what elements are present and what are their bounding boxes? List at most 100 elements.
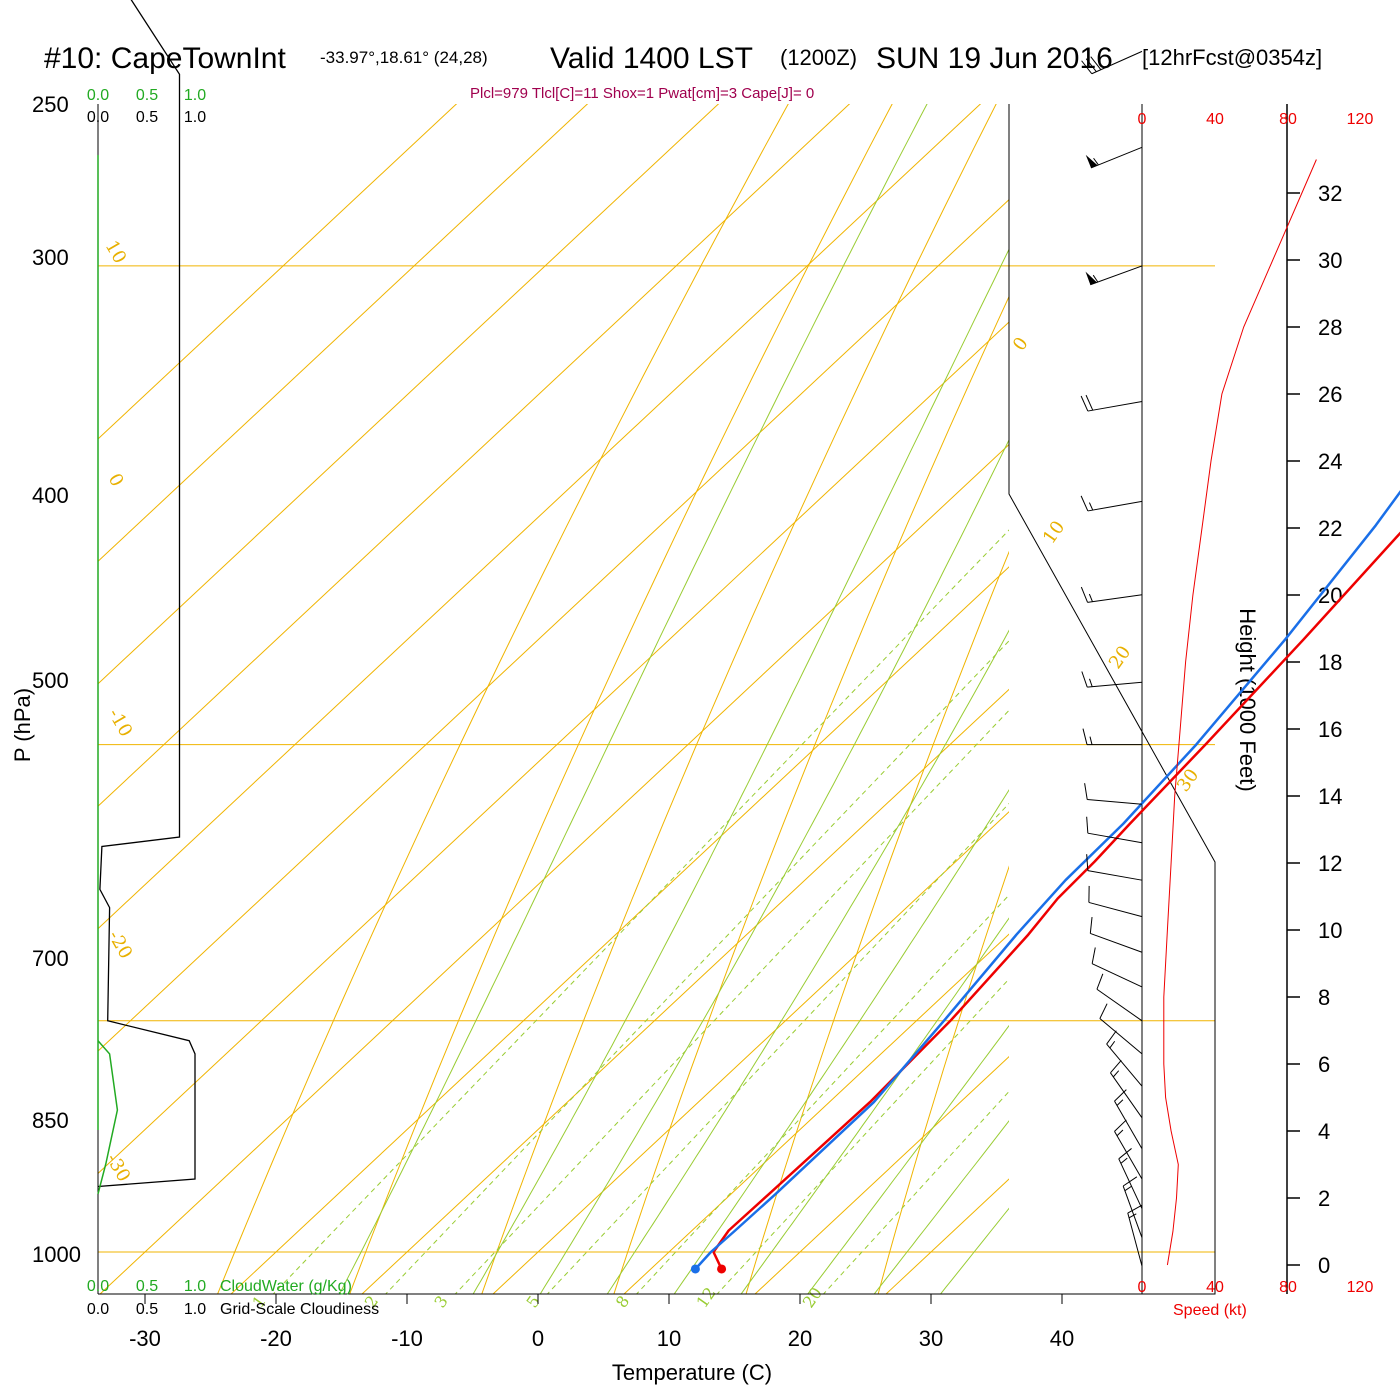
moist-adiabat bbox=[606, 629, 1009, 1294]
wind-barb-shaft bbox=[1091, 50, 1143, 75]
wind-barb bbox=[1086, 816, 1143, 844]
isotherm-line bbox=[98, 104, 458, 440]
isotherm-line bbox=[98, 321, 1009, 1175]
moist-adiabat bbox=[539, 438, 1009, 1294]
wind-speed-line bbox=[1163, 159, 1317, 1266]
isotherm-line bbox=[230, 566, 1009, 1294]
wind-barb-shaft bbox=[1087, 832, 1143, 844]
wind-barb-flag bbox=[1110, 1059, 1122, 1074]
height-tick: 4 bbox=[1318, 1119, 1330, 1144]
wind-barb-halfflag bbox=[1093, 157, 1099, 166]
x-axis-label: Temperature (C) bbox=[612, 1360, 772, 1385]
height-tick: 26 bbox=[1318, 382, 1342, 407]
dewpoint-line bbox=[694, 490, 1400, 1270]
pressure-tick: 700 bbox=[32, 946, 69, 971]
temperature-line bbox=[712, 531, 1400, 1270]
dry-adiabat bbox=[1134, 0, 1400, 1335]
y-axis-label: P (hPa) bbox=[10, 688, 35, 762]
isotherm-label: 30 bbox=[1173, 765, 1203, 796]
temperature-tick: 20 bbox=[788, 1326, 812, 1351]
temperature-tick: 40 bbox=[1050, 1326, 1074, 1351]
temperature-tick: -20 bbox=[260, 1326, 292, 1351]
wind-barb-shaft bbox=[1087, 401, 1143, 412]
wind-barb bbox=[1085, 146, 1143, 169]
mixing-ratio-label: 20 bbox=[799, 1284, 826, 1312]
stats-line: Plcl=979 Tlcl[C]=11 Shox=1 Pwat[cm]=3 Ca… bbox=[470, 85, 814, 102]
wind-barb-flag bbox=[1099, 1003, 1108, 1019]
wind-barb-flag bbox=[1081, 60, 1093, 75]
temperature-tick: 10 bbox=[657, 1326, 681, 1351]
speed-tick-bottom: 40 bbox=[1206, 1279, 1224, 1296]
temperature-tick-labels: -30 -20 -10 0 10 20 30 40 bbox=[129, 1294, 1074, 1351]
mixing-ratio-line bbox=[822, 1090, 1009, 1294]
wind-barb bbox=[1114, 1089, 1143, 1150]
height-tick: 0 bbox=[1318, 1253, 1330, 1278]
wind-barb-shaft bbox=[1090, 932, 1143, 953]
wind-barb bbox=[1085, 265, 1143, 286]
moist-adiabat bbox=[873, 1120, 1009, 1294]
cloudwater-tick-top: 0.0 bbox=[87, 87, 109, 104]
wind-barb bbox=[1110, 1059, 1143, 1119]
chart-title-valid: Valid 1400 LST bbox=[550, 42, 753, 75]
wind-barb bbox=[1106, 1030, 1143, 1087]
wind-barbs bbox=[1080, 50, 1143, 1267]
wind-barb-halfflag bbox=[1120, 1157, 1128, 1164]
isotherm-line bbox=[98, 104, 720, 685]
wind-barb-flag bbox=[1085, 58, 1097, 73]
chart-frame bbox=[98, 104, 1216, 1295]
dry-adiabat bbox=[481, 104, 997, 1294]
moist-adiabat bbox=[807, 1024, 1009, 1294]
wind-barb-shaft bbox=[1087, 870, 1143, 881]
wind-barb bbox=[1081, 671, 1143, 688]
wind-barb-shaft bbox=[1106, 1043, 1143, 1087]
wind-barb-shaft bbox=[1087, 594, 1143, 603]
wind-speed-profile bbox=[1163, 159, 1317, 1266]
temperature-tick: 0 bbox=[532, 1326, 544, 1351]
cloudiness-tick-bottom: 0.5 bbox=[136, 1301, 158, 1318]
speed-tick-top: 120 bbox=[1347, 111, 1374, 128]
wind-barb bbox=[1096, 973, 1143, 1022]
wind-barb-flag bbox=[1086, 854, 1089, 871]
pressure-tick: 1000 bbox=[32, 1242, 81, 1267]
wind-barb bbox=[1114, 1119, 1143, 1180]
cloudiness-line bbox=[97, 0, 196, 1188]
wind-barb-shaft bbox=[1118, 1158, 1143, 1209]
wind-barb bbox=[1081, 50, 1143, 75]
isotherm-label: 20 bbox=[1105, 642, 1135, 673]
speed-tick-top: 80 bbox=[1279, 111, 1297, 128]
isotherm-line bbox=[623, 933, 1009, 1294]
wind-barb-shaft bbox=[1090, 265, 1143, 286]
wind-barb bbox=[1084, 783, 1143, 805]
wind-barb-flag bbox=[1114, 1119, 1127, 1132]
mixing-ratio-line bbox=[716, 978, 1009, 1294]
wind-barb-shaft bbox=[1110, 1072, 1143, 1119]
wind-barb bbox=[1089, 916, 1143, 953]
dry-adiabat bbox=[217, 104, 789, 1294]
isotherm-line bbox=[98, 198, 1009, 1052]
wind-barb-pennant bbox=[1085, 154, 1098, 168]
sounding-series bbox=[690, 490, 1400, 1274]
wind-barb-shaft bbox=[1091, 963, 1143, 988]
wind-barb bbox=[1127, 1204, 1143, 1267]
pressure-tick: 500 bbox=[32, 668, 69, 693]
mixing-ratio-line bbox=[272, 529, 1009, 1294]
wind-barb-shaft bbox=[1114, 1131, 1143, 1180]
mixing-ratio-label: 5 bbox=[523, 1292, 544, 1311]
wind-barb-flag bbox=[1091, 947, 1096, 964]
moist-adiabat bbox=[472, 248, 1009, 1294]
wind-barb-halfflag bbox=[1128, 1213, 1137, 1219]
isotherm-line bbox=[361, 688, 1009, 1294]
isotherm-line bbox=[754, 1055, 1009, 1294]
moist-adiabat bbox=[338, 104, 928, 1294]
wind-barb-flag bbox=[1118, 1148, 1132, 1160]
wind-barb-shaft bbox=[1088, 901, 1143, 918]
wind-barb-shaft bbox=[1127, 1212, 1143, 1267]
dry-adiabat bbox=[877, 865, 1009, 1294]
temperature-tick: -30 bbox=[129, 1326, 161, 1351]
wind-barb-flag bbox=[1122, 1176, 1138, 1187]
isotherm-label: -30 bbox=[102, 1150, 135, 1186]
speed-tick-bottom: 120 bbox=[1347, 1279, 1374, 1296]
pressure-tick: 400 bbox=[32, 483, 69, 508]
